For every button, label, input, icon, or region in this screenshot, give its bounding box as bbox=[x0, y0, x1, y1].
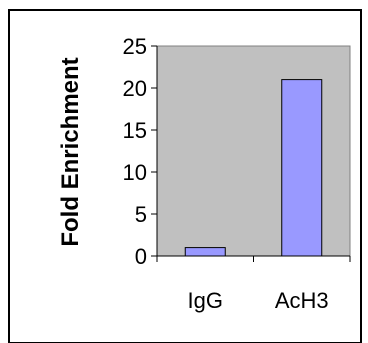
x-tick-label-igg: IgG bbox=[188, 288, 223, 313]
bar-igg bbox=[184, 247, 226, 257]
y-axis: 0 5 10 15 20 25 bbox=[123, 34, 158, 269]
x-tick-label-ach3: AcH3 bbox=[275, 288, 329, 313]
x-axis: IgG AcH3 bbox=[156, 255, 351, 313]
y-tick-label: 20 bbox=[123, 76, 147, 101]
y-tick-label: 10 bbox=[123, 160, 147, 185]
y-tick-label: 5 bbox=[135, 202, 147, 227]
bar-ach3 bbox=[281, 79, 323, 257]
y-tick-label: 25 bbox=[123, 34, 147, 59]
y-tick-label: 0 bbox=[135, 244, 147, 269]
y-tick-label: 15 bbox=[123, 118, 147, 143]
y-axis-label: Fold Enrichment bbox=[57, 57, 84, 246]
bars-group bbox=[184, 79, 323, 257]
